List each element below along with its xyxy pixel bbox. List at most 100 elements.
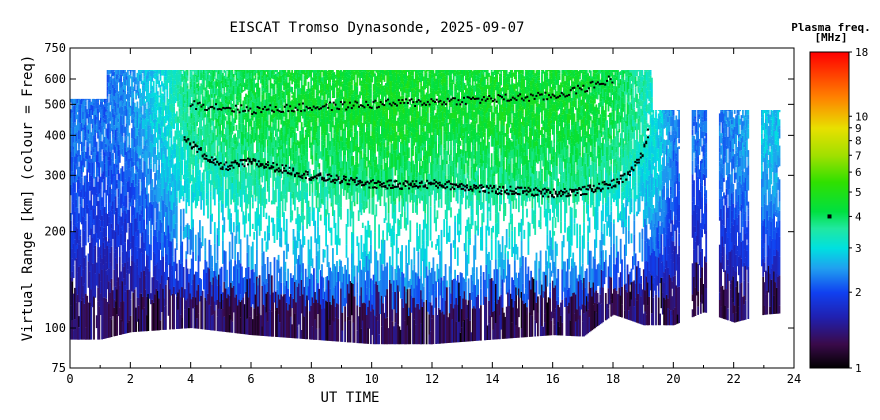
heatmap-cell bbox=[279, 157, 281, 164]
heatmap-cell bbox=[361, 86, 364, 91]
heatmap-cell bbox=[258, 185, 261, 204]
heatmap-cell bbox=[298, 155, 300, 167]
heatmap-cell bbox=[246, 97, 249, 105]
heatmap-cell bbox=[234, 163, 237, 176]
heatmap-cell bbox=[219, 81, 222, 91]
heatmap-cell bbox=[322, 105, 325, 113]
heatmap-cell bbox=[275, 116, 277, 123]
heatmap-cell bbox=[208, 117, 211, 123]
heatmap-cell bbox=[247, 131, 250, 135]
heatmap-cell bbox=[272, 74, 275, 80]
heatmap-cell bbox=[311, 85, 314, 88]
heatmap-cell bbox=[223, 316, 226, 332]
heatmap-cell bbox=[139, 134, 141, 138]
heatmap-cell bbox=[110, 166, 113, 170]
heatmap-cell bbox=[232, 77, 235, 86]
heatmap-cell bbox=[184, 289, 186, 310]
heatmap-cell bbox=[323, 160, 326, 171]
heatmap-cell bbox=[169, 189, 171, 202]
heatmap-cell bbox=[190, 258, 193, 285]
heatmap-cell bbox=[213, 187, 216, 206]
heatmap-cell bbox=[98, 129, 101, 136]
heatmap-cell bbox=[346, 284, 349, 317]
heatmap-cell bbox=[114, 211, 117, 232]
heatmap-cell bbox=[97, 98, 99, 103]
heatmap-cell bbox=[197, 157, 200, 164]
heatmap-cell bbox=[70, 118, 72, 129]
heatmap-cell bbox=[127, 261, 129, 270]
heatmap-cell bbox=[141, 114, 144, 119]
heatmap-cell bbox=[116, 128, 118, 132]
heatmap-cell bbox=[284, 89, 287, 99]
heatmap-cell bbox=[161, 167, 163, 171]
heatmap-cell bbox=[177, 133, 179, 142]
heatmap-cell bbox=[102, 190, 105, 209]
heatmap-cell bbox=[163, 70, 166, 72]
heatmap-cell bbox=[337, 88, 340, 91]
heatmap-cell bbox=[230, 213, 232, 218]
heatmap-cell bbox=[113, 199, 116, 215]
heatmap-cell bbox=[82, 216, 84, 229]
heatmap-cell bbox=[376, 116, 379, 121]
heatmap-cell bbox=[192, 129, 194, 136]
heatmap-cell bbox=[169, 289, 171, 330]
heatmap-cell bbox=[70, 228, 72, 250]
heatmap-cell bbox=[380, 326, 383, 345]
heatmap-cell bbox=[106, 165, 109, 180]
heatmap-cell bbox=[329, 227, 332, 233]
heatmap-cell bbox=[174, 130, 177, 143]
heatmap-cell bbox=[253, 78, 256, 85]
heatmap-cell bbox=[254, 197, 257, 202]
heatmap-cell bbox=[256, 102, 258, 109]
heatmap-cell bbox=[194, 110, 197, 118]
heatmap-cell bbox=[235, 225, 238, 234]
heatmap-cell bbox=[262, 123, 265, 135]
heatmap-cell bbox=[246, 105, 249, 111]
heatmap-cell bbox=[144, 229, 147, 251]
heatmap-cell bbox=[296, 111, 299, 116]
heatmap-cell bbox=[124, 71, 127, 73]
heatmap-cell bbox=[276, 88, 279, 98]
heatmap-cell bbox=[185, 141, 188, 150]
heatmap-cell bbox=[117, 235, 120, 247]
heatmap-cell bbox=[247, 146, 250, 151]
heatmap-cell bbox=[246, 70, 249, 74]
heatmap-cell bbox=[280, 75, 283, 83]
heatmap-cell bbox=[306, 162, 308, 171]
heatmap-cell bbox=[380, 81, 383, 86]
heatmap-cell bbox=[122, 80, 125, 86]
heatmap-cell bbox=[74, 98, 76, 106]
heatmap-cell bbox=[287, 91, 289, 99]
heatmap-cell bbox=[226, 136, 228, 140]
heatmap-cell bbox=[364, 98, 367, 103]
heatmap-cell bbox=[351, 201, 353, 219]
heatmap-cell bbox=[131, 248, 133, 256]
heatmap-cell bbox=[276, 103, 279, 111]
heatmap-cell bbox=[139, 293, 141, 332]
heatmap-cell bbox=[169, 72, 171, 76]
heatmap-cell bbox=[287, 310, 289, 338]
heatmap-cell bbox=[365, 294, 368, 315]
heatmap-cell bbox=[355, 93, 357, 96]
heatmap-cell bbox=[249, 278, 251, 317]
heatmap-cell bbox=[322, 84, 325, 93]
heatmap-cell bbox=[245, 93, 247, 100]
heatmap-cell bbox=[345, 71, 348, 77]
heatmap-cell bbox=[108, 117, 110, 124]
heatmap-cell bbox=[186, 91, 189, 100]
heatmap-cell bbox=[154, 73, 156, 77]
heatmap-cell bbox=[155, 201, 158, 222]
heatmap-cell bbox=[356, 105, 359, 116]
heatmap-cell bbox=[386, 185, 389, 198]
heatmap-cell bbox=[300, 139, 303, 145]
heatmap-cell bbox=[201, 226, 204, 247]
heatmap-cell bbox=[296, 115, 299, 126]
heatmap-cell bbox=[76, 294, 79, 340]
heatmap-cell bbox=[189, 83, 192, 90]
heatmap-cell bbox=[287, 88, 289, 92]
heatmap-cell bbox=[352, 257, 355, 284]
heatmap-cell bbox=[261, 102, 264, 109]
heatmap-cell bbox=[129, 170, 132, 187]
heatmap-cell bbox=[330, 271, 333, 305]
heatmap-cell bbox=[211, 144, 213, 157]
